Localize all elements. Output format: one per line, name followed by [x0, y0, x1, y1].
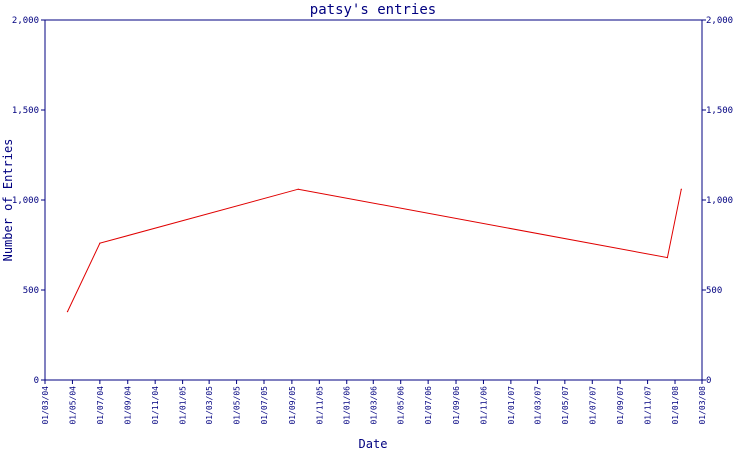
data-point	[666, 257, 668, 259]
x-tick-label: 01/01/05	[179, 386, 188, 425]
x-tick-label: 01/07/07	[588, 386, 597, 425]
x-tick-label: 01/03/07	[533, 386, 542, 425]
y-tick-label-right: 1,000	[706, 196, 733, 206]
x-tick-label: 01/07/06	[424, 386, 433, 425]
x-tick-label: 01/05/06	[397, 386, 406, 425]
x-tick-label: 01/03/04	[41, 386, 50, 425]
x-tick-label: 01/09/06	[452, 386, 461, 425]
x-tick-label: 01/03/05	[205, 386, 214, 425]
y-tick-label-left: 0	[34, 376, 39, 386]
x-tick-label: 01/05/07	[561, 386, 570, 425]
y-tick-label-left: 1,500	[12, 106, 39, 116]
data-point	[680, 188, 682, 190]
x-tick-label: 01/05/05	[233, 386, 242, 425]
y-tick-label-right: 0	[706, 376, 711, 386]
x-tick-label: 01/09/07	[616, 386, 625, 425]
x-tick-label: 01/01/08	[671, 386, 680, 425]
data-point	[297, 188, 299, 190]
x-tick-label: 01/09/05	[288, 386, 297, 425]
y-tick-label-right: 1,500	[706, 106, 733, 116]
x-tick-label: 01/03/06	[369, 386, 378, 425]
y-tick-label-left: 2,000	[12, 16, 39, 26]
y-tick-label-left: 500	[23, 286, 39, 296]
y-axis-title: Number of Entries	[1, 139, 15, 262]
x-tick-label: 01/07/05	[260, 386, 269, 425]
x-tick-label: 01/11/05	[315, 386, 324, 425]
x-tick-label: 01/11/07	[644, 386, 653, 425]
y-tick-label-left: 1,000	[12, 196, 39, 206]
x-tick-label: 01/03/08	[698, 386, 707, 425]
data-point	[66, 311, 69, 313]
x-tick-label: 01/11/04	[151, 386, 160, 425]
x-tick-label: 01/01/07	[507, 386, 516, 425]
y-tick-label-right: 500	[706, 286, 722, 296]
x-tick-label: 01/05/04	[68, 386, 77, 425]
y-tick-label-right: 2,000	[706, 16, 733, 26]
chart-title: patsy's entries	[310, 2, 436, 18]
x-tick-label: 01/11/06	[479, 386, 488, 425]
x-tick-label: 01/01/06	[343, 386, 352, 425]
plot-area: 0 0 500 500 1,000 1,000 1,500 1,500 2,000 2,000 01…	[12, 16, 733, 425]
series-line	[67, 188, 682, 312]
x-axis-title: Date	[359, 437, 388, 450]
x-tick-label: 01/09/04	[124, 386, 133, 425]
x-tick-label: 01/07/04	[96, 386, 105, 425]
data-point	[99, 242, 101, 244]
